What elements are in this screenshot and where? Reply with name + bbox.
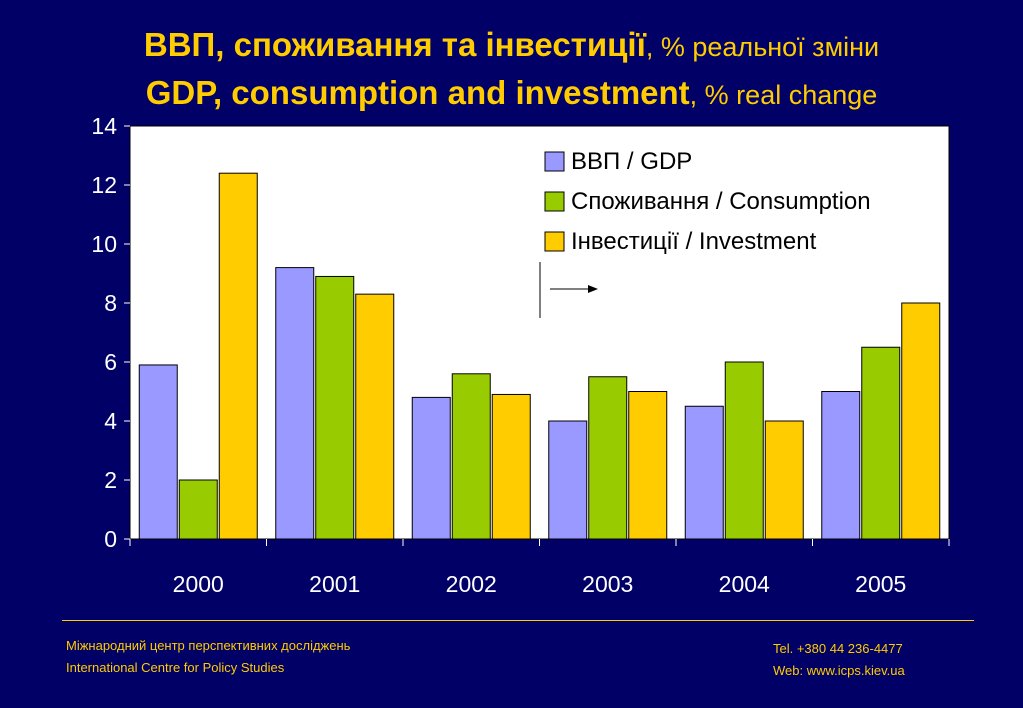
y-tick-label: 0 [104, 526, 117, 552]
title-en-main: GDP, consumption and investment [145, 74, 690, 111]
bar [411, 396, 451, 540]
y-tick-label: 8 [104, 290, 117, 316]
y-tick-label: 12 [91, 172, 117, 198]
x-tick-label: 2003 [582, 571, 633, 597]
x-tick-label: 2001 [309, 571, 360, 597]
bar [684, 405, 724, 540]
title-ua-sub: , % реальної зміни [645, 32, 880, 62]
bar [724, 361, 764, 540]
bar [628, 391, 668, 540]
bar [355, 293, 395, 540]
bar [764, 420, 804, 540]
bar [275, 267, 315, 540]
y-tick-label: 2 [104, 467, 117, 493]
footer-web: Web: www.icps.kiev.ua [773, 663, 905, 678]
bar [861, 346, 901, 540]
x-tick-label: 2005 [855, 571, 906, 597]
chart-title-en: GDP, consumption and investment, % real … [0, 74, 1023, 112]
y-tick-label: 4 [104, 408, 117, 434]
bar [315, 275, 355, 540]
x-tick-label: 2000 [173, 571, 224, 597]
footer-org-ua: Міжнародний центр перспективних дослідже… [66, 638, 351, 653]
footer-divider [62, 620, 974, 621]
title-ua-main: ВВП, споживання та інвестиції [143, 26, 646, 63]
x-tick-label: 2004 [719, 571, 770, 597]
annotation-arrowhead [588, 285, 598, 293]
bar [138, 364, 178, 540]
x-tick-label: 2002 [446, 571, 497, 597]
legend-swatch [544, 151, 565, 172]
bar [218, 172, 258, 540]
bar [178, 479, 218, 540]
legend-swatch [544, 231, 565, 252]
bar [821, 391, 861, 540]
footer-org-en: International Centre for Policy Studies [66, 660, 285, 675]
legend-label: Інвестиції / Investment [571, 228, 817, 255]
legend-label: Споживання / Consumption [571, 188, 871, 215]
bar [491, 393, 531, 540]
legend-label: ВВП / GDP [571, 148, 692, 175]
title-en-sub: , % real change [689, 80, 878, 110]
y-tick-label: 10 [91, 231, 117, 257]
bar [901, 302, 941, 540]
footer-contacts: Tel. +380 44 236-4477 Web: www.icps.kiev… [773, 638, 905, 682]
bar [588, 376, 628, 540]
footer-tel: Tel. +380 44 236-4477 [773, 641, 903, 656]
bar [548, 420, 588, 540]
legend-swatch [544, 191, 565, 212]
y-tick-label: 14 [91, 113, 117, 139]
y-tick-label: 6 [104, 349, 117, 375]
bar [451, 373, 491, 540]
footer-org: Міжнародний центр перспективних дослідже… [66, 635, 350, 679]
chart-title-ua: ВВП, споживання та інвестиції, % реально… [0, 26, 1023, 64]
plot-area [129, 125, 950, 540]
